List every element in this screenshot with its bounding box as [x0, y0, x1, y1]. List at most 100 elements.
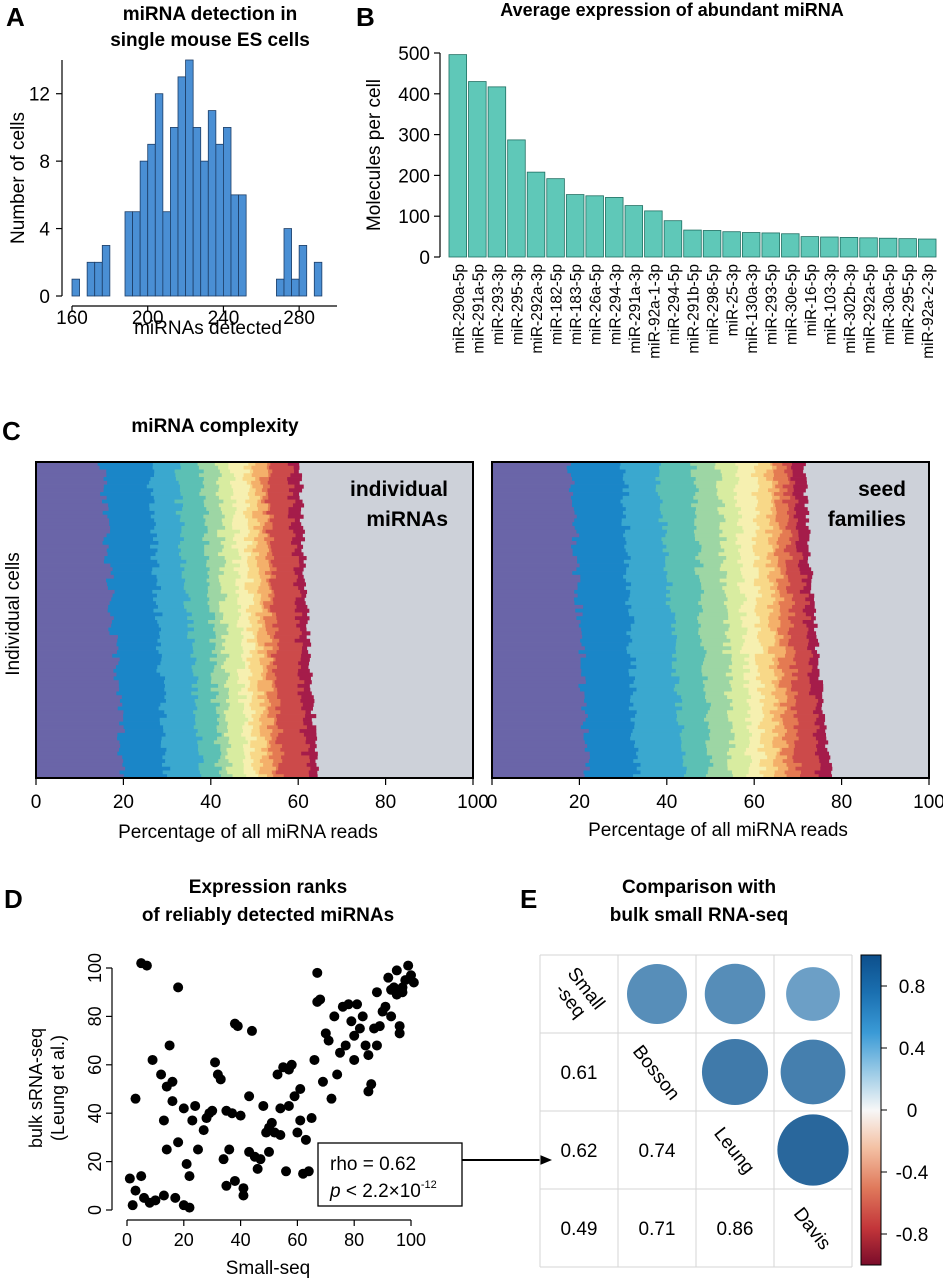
scatter-point — [207, 1105, 218, 1116]
stack-segment — [756, 635, 775, 640]
stack-segment — [657, 492, 696, 497]
stack-segment — [264, 571, 272, 576]
stack-segment — [763, 650, 769, 655]
stack-segment — [237, 672, 253, 677]
stack-segment — [232, 503, 251, 508]
stack-segment — [181, 525, 208, 531]
stack-segment — [772, 657, 779, 662]
stack-segment — [237, 620, 251, 625]
stack-segment — [159, 631, 189, 636]
stack-segment — [231, 544, 248, 549]
stack-segment — [672, 653, 706, 658]
stack-segment — [266, 744, 271, 749]
bar — [918, 238, 937, 258]
stack-segment — [184, 522, 206, 527]
stack-segment — [155, 522, 186, 527]
stack-segment — [742, 525, 760, 531]
stack-segment — [297, 544, 304, 549]
stack-segment — [793, 593, 810, 598]
stack-segment — [676, 691, 706, 696]
stack-segment — [625, 578, 668, 583]
stack-segment — [701, 544, 722, 549]
y-axis-label: Number of cells — [8, 112, 29, 244]
stack-segment — [208, 510, 223, 516]
stack-segment — [581, 642, 630, 647]
stack-segment — [223, 710, 244, 715]
stack-segment — [253, 469, 269, 474]
stack-segment — [630, 661, 673, 666]
stack-segment — [162, 755, 204, 760]
stack-segment — [302, 702, 314, 707]
x-tick-label: 200 — [132, 308, 164, 329]
stack-segment — [774, 661, 780, 666]
stack-segment — [733, 495, 757, 500]
stack-segment — [634, 725, 685, 730]
stack-segment — [270, 732, 279, 737]
stack-segment — [36, 608, 109, 613]
stack-segment — [816, 717, 826, 722]
stack-segment — [215, 635, 222, 640]
stack-segment — [659, 507, 697, 512]
stack-segment — [268, 559, 272, 564]
stack-segment — [775, 695, 788, 700]
stack-segment — [640, 762, 684, 768]
stack-segment — [698, 620, 724, 625]
stack-segment — [299, 635, 307, 640]
stack-segment — [306, 736, 318, 741]
stack-segment — [783, 574, 789, 579]
stack-segment — [788, 744, 796, 749]
stack-segment — [248, 717, 254, 722]
y-tick-label: 4 — [39, 220, 50, 241]
stack-segment — [665, 559, 701, 564]
stack-segment — [572, 522, 622, 527]
scatter-point — [371, 987, 382, 998]
stack-segment — [257, 559, 269, 564]
stack-segment — [780, 714, 794, 719]
stack-segment — [263, 710, 270, 715]
stack-segment — [300, 657, 310, 662]
stack-segment — [149, 507, 183, 512]
stack-segment — [36, 612, 111, 617]
stack-segment — [266, 774, 274, 778]
stack-segment — [628, 668, 677, 674]
stack-segment — [253, 597, 262, 602]
stack-segment — [623, 473, 660, 478]
stack-segment — [576, 514, 627, 519]
stack-segment — [36, 522, 110, 527]
stack-segment — [742, 620, 761, 625]
stack-segment — [204, 552, 219, 557]
stack-segment — [210, 687, 230, 692]
y-axis-label: Molecules per cell — [364, 79, 385, 231]
stack-segment — [740, 589, 759, 595]
stack-segment — [765, 529, 783, 534]
stack-segment — [220, 747, 227, 753]
stack-segment — [568, 488, 623, 493]
stack-segment — [630, 635, 678, 640]
stack-segment — [273, 601, 296, 606]
stack-segment — [266, 691, 278, 696]
stack-segment — [796, 710, 814, 715]
stack-segment — [621, 518, 659, 523]
stack-segment — [773, 736, 783, 741]
stack-segment — [795, 495, 808, 500]
stack-segment — [161, 736, 203, 741]
stack-segment — [777, 657, 794, 662]
stack-segment — [36, 492, 101, 497]
stack-segment — [634, 620, 677, 625]
stack-segment — [787, 473, 794, 478]
stack-segment — [816, 744, 826, 749]
stack-segment — [577, 556, 632, 561]
stack-segment — [226, 680, 238, 685]
stack-segment — [274, 537, 293, 542]
stack-segment — [264, 653, 268, 658]
stack-segment — [737, 537, 753, 542]
stack-segment — [288, 525, 304, 531]
stack-segment — [276, 714, 306, 719]
stack-segment — [669, 604, 703, 610]
stack-segment — [203, 477, 219, 482]
stack-segment — [260, 597, 271, 602]
stack-segment — [694, 518, 726, 523]
stack-segment — [232, 518, 249, 523]
stack-segment — [277, 642, 304, 647]
y-tick-label: 0 — [39, 287, 50, 308]
